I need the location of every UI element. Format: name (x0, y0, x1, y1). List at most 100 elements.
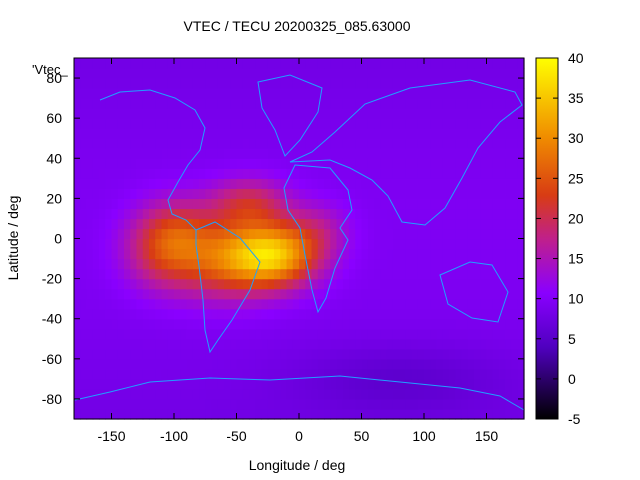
heatmap-cell (436, 338, 444, 350)
heatmap-cell (386, 318, 394, 330)
heatmap-cell (517, 118, 525, 129)
heatmap-cell (249, 68, 256, 79)
heatmap-cell (149, 148, 156, 159)
heatmap-cell (336, 188, 344, 199)
heatmap-cell (211, 58, 219, 69)
heatmap-cell (424, 388, 431, 400)
heatmap-cell (192, 358, 200, 370)
heatmap-cell (74, 278, 81, 290)
heatmap-cell (111, 78, 119, 89)
heatmap-cell (517, 128, 525, 139)
heatmap-cell (86, 98, 94, 109)
heatmap-cell (267, 328, 275, 340)
heatmap-cell (111, 178, 119, 189)
heatmap-cell (430, 298, 438, 310)
heatmap-cell (361, 208, 369, 220)
heatmap-cell (336, 298, 344, 310)
heatmap-cell (492, 338, 500, 350)
heatmap-cell (255, 408, 263, 420)
heatmap-cell (117, 258, 125, 270)
heatmap-cell (205, 98, 213, 109)
heatmap-cell (411, 88, 419, 99)
heatmap-cell (517, 258, 525, 270)
heatmap-cell (155, 218, 163, 230)
heatmap-cell (236, 298, 244, 310)
heatmap-cell (242, 118, 250, 129)
heatmap-cell (374, 358, 381, 370)
heatmap-cell (374, 148, 381, 159)
heatmap-cell (380, 328, 388, 340)
heatmap-cell (161, 348, 169, 360)
heatmap-cell (411, 258, 419, 270)
heatmap-cell (474, 98, 481, 109)
heatmap-cell (261, 388, 269, 400)
heatmap-cell (155, 148, 163, 159)
heatmap-cell (186, 278, 194, 290)
heatmap-cell (286, 238, 294, 250)
heatmap-cell (361, 188, 369, 199)
heatmap-cell (105, 358, 113, 370)
heatmap-cell (292, 348, 300, 360)
heatmap-cell (386, 108, 394, 119)
heatmap-cell (436, 88, 444, 99)
heatmap-cell (124, 58, 131, 69)
heatmap-cell (424, 338, 431, 350)
heatmap-cell (249, 78, 256, 89)
heatmap-cell (436, 208, 444, 220)
x-axis: -150 -100 -50 0 50 100 150 (97, 58, 498, 444)
heatmap-cell (111, 258, 119, 270)
heatmap-cell (299, 278, 306, 290)
heatmap-cell (74, 208, 81, 220)
heatmap-cell (311, 138, 319, 149)
heatmap-cell (242, 138, 250, 149)
heatmap-cell (111, 188, 119, 199)
heatmap-cell (167, 208, 175, 220)
heatmap-cell (342, 108, 350, 119)
heatmap-cell (417, 138, 425, 149)
heatmap-cell (436, 348, 444, 360)
heatmap-cell (467, 188, 475, 199)
heatmap-cell (255, 388, 263, 400)
heatmap-cell (174, 168, 181, 179)
heatmap-cell (255, 268, 263, 280)
heatmap-cell (361, 328, 369, 340)
heatmap-cell (330, 368, 338, 380)
heatmap-cell (174, 398, 181, 410)
heatmap-cell (455, 358, 463, 370)
heatmap-cell (480, 388, 488, 400)
heatmap-cell (105, 378, 113, 390)
heatmap-cell (455, 68, 463, 79)
heatmap-cell (417, 238, 425, 250)
heatmap-cell (399, 288, 406, 300)
heatmap-cell (474, 318, 481, 330)
heatmap-cell (317, 238, 325, 250)
heatmap-cell (105, 88, 113, 99)
heatmap-cell (480, 338, 488, 350)
heatmap-cell (130, 408, 138, 420)
heatmap-cell (230, 98, 238, 109)
heatmap-cell (224, 148, 231, 159)
heatmap-cell (455, 168, 463, 179)
heatmap-cell (330, 398, 338, 410)
heatmap-cell (174, 148, 181, 159)
heatmap-cell (92, 98, 100, 109)
heatmap-cell (349, 58, 356, 69)
heatmap-cell (336, 228, 344, 240)
heatmap-cell (405, 408, 413, 420)
heatmap-cell (267, 128, 275, 139)
heatmap-cell (380, 128, 388, 139)
heatmap-cell (474, 288, 481, 300)
heatmap-cell (367, 378, 375, 390)
heatmap-cell (142, 268, 150, 280)
y-tick-label: -20 (42, 271, 62, 287)
heatmap-cell (467, 368, 475, 380)
heatmap-cell (424, 108, 431, 119)
heatmap-cell (467, 108, 475, 119)
heatmap-cell (74, 318, 81, 330)
heatmap-cell (424, 308, 431, 320)
heatmap-cell (361, 258, 369, 270)
heatmap-cell (80, 218, 88, 230)
heatmap-cell (336, 358, 344, 370)
heatmap-cell (405, 138, 413, 149)
